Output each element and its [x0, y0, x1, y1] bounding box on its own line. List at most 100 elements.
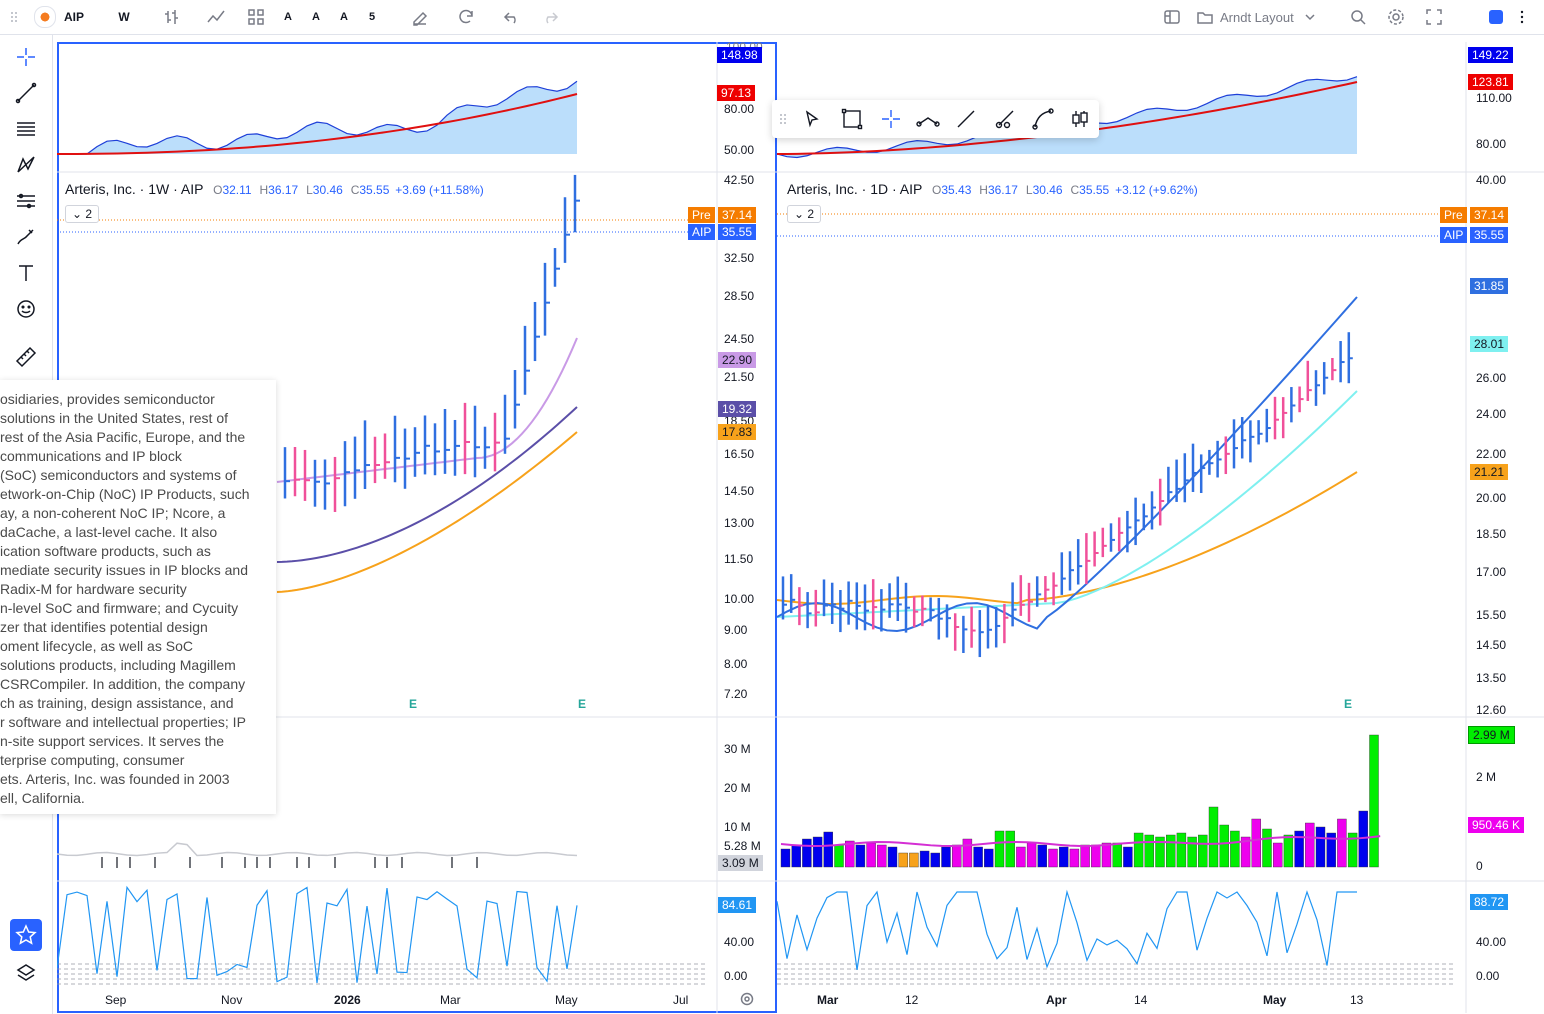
volume-bar	[855, 844, 866, 868]
alert-a2-button[interactable]: A	[312, 11, 320, 23]
measure-tool[interactable]	[10, 341, 42, 373]
indicators-icon	[207, 10, 225, 23]
pattern-tool[interactable]	[10, 149, 42, 181]
axis-label: 0.00	[724, 969, 748, 983]
object-tree-button[interactable]	[10, 957, 42, 989]
volume-bar	[1166, 834, 1176, 868]
drawing-button[interactable]	[408, 0, 432, 34]
candlestick-icon	[1072, 111, 1088, 127]
volume-bar	[1198, 834, 1208, 868]
redo-button[interactable]	[538, 0, 562, 34]
settings-button[interactable]	[1384, 0, 1408, 34]
rs-line-tag: 149.22	[1468, 47, 1513, 63]
cursor-tool[interactable]	[796, 103, 828, 135]
axis-label: 10 M	[724, 820, 751, 834]
bar-style-button[interactable]	[160, 0, 184, 34]
earnings-marker[interactable]: E	[1344, 697, 1353, 711]
volume-bar	[1369, 734, 1379, 868]
weekly-chart-canvas[interactable]	[57, 42, 777, 1013]
layout-select-button[interactable]	[1160, 0, 1184, 34]
high-value: 36.17	[987, 183, 1018, 197]
crosshair-tool[interactable]	[875, 103, 907, 135]
volume-ma-line	[57, 842, 578, 857]
volume-bar	[941, 846, 951, 868]
premarket-price-tag: 37.14	[1470, 207, 1509, 223]
time-axis-label: Jul	[673, 993, 689, 1007]
company-description-tooltip: osidiaries, provides semiconductor solut…	[0, 380, 276, 814]
volume-bar	[1294, 830, 1304, 868]
trendline-tool[interactable]	[10, 77, 42, 109]
interval-button[interactable]: W	[118, 10, 130, 24]
line-tool[interactable]	[950, 103, 982, 135]
fib-tool[interactable]	[10, 113, 42, 145]
description-line: (SoC) semiconductors and systems of	[0, 467, 237, 483]
oscillator-tag: 88.72	[1470, 894, 1509, 910]
rectangle-icon	[841, 108, 863, 130]
volume-bar	[823, 831, 833, 868]
earnings-marker[interactable]: E	[578, 697, 587, 711]
close-label: C	[350, 183, 360, 197]
indicators-button[interactable]	[204, 0, 228, 34]
preset-5-button[interactable]: 5	[368, 11, 376, 23]
daily-title: Arteris, Inc. · 1D · AIP	[787, 181, 923, 197]
description-line: zer that identifies potential design	[0, 619, 208, 635]
daily-indicators-collapse[interactable]: ⌄ 2	[787, 205, 822, 223]
quick-search-button[interactable]	[1346, 0, 1370, 34]
volume-bar	[984, 848, 994, 868]
ma-purple-line	[276, 406, 578, 563]
axis-label: 2 M	[1476, 770, 1497, 784]
close-label: C	[1070, 183, 1080, 197]
daily-legend: Arteris, Inc. · 1D · AIP O35.43 H36.17 L…	[787, 181, 1198, 197]
volume-bar	[1347, 832, 1358, 868]
curve-tool[interactable]	[1027, 103, 1059, 135]
volume-bar	[1005, 830, 1015, 868]
brush-icon	[17, 229, 34, 245]
layout-name-button[interactable]: Arndt Layout	[1196, 0, 1332, 34]
volume-bar	[791, 844, 801, 868]
alert-a3-button[interactable]: A	[340, 11, 348, 23]
bars-pattern-tool[interactable]	[1064, 103, 1096, 135]
undo-button[interactable]	[500, 0, 524, 34]
symbol-search-button[interactable]: AIP	[30, 0, 90, 34]
replay-button[interactable]	[454, 0, 478, 34]
text-tool[interactable]	[10, 257, 42, 289]
line-icon	[957, 110, 975, 128]
floating-toolbar-handle[interactable]	[772, 103, 794, 135]
pattern-icon	[17, 156, 35, 173]
axis-label: 18.50	[1476, 527, 1507, 541]
watchlist-star-button[interactable]	[10, 919, 42, 951]
alert-a1-button[interactable]: A	[284, 11, 292, 23]
volume-bar	[877, 844, 887, 868]
rs-moving-average	[57, 93, 578, 155]
axis-label: 21.50	[724, 370, 755, 384]
volume-bar	[1187, 836, 1197, 868]
time-axis-settings-button[interactable]	[738, 990, 756, 1008]
snapshot-button[interactable]	[1484, 0, 1508, 34]
volume-bar	[802, 838, 812, 868]
more-menu-button[interactable]	[1514, 0, 1530, 34]
volume-tag: 2.99 M	[1468, 726, 1515, 744]
ray-tool[interactable]	[989, 103, 1021, 135]
fullscreen-button[interactable]	[1422, 0, 1446, 34]
emoji-tool[interactable]	[10, 293, 42, 325]
rectangle-tool[interactable]	[836, 103, 868, 135]
drag-handle-icon[interactable]	[4, 0, 24, 34]
projection-tool[interactable]	[10, 185, 42, 217]
rs-area	[57, 81, 577, 154]
description-line: ay, a non-coherent NoC IP; Ncore, a	[0, 505, 226, 521]
volume-bar	[812, 836, 823, 868]
volume-bar	[1069, 848, 1080, 868]
oscillator-line	[777, 889, 1357, 971]
crosshair-tool[interactable]	[10, 41, 42, 73]
floating-drawing-toolbar	[772, 100, 1099, 138]
daily-chart-canvas[interactable]	[777, 42, 1544, 1013]
description-line: oment lifecycle, as well as SoC	[0, 638, 193, 654]
templates-button[interactable]	[244, 0, 268, 34]
earnings-marker[interactable]: E	[409, 697, 418, 711]
path-tool[interactable]	[912, 103, 944, 135]
symbol-label-tag: AIP	[688, 224, 716, 240]
volume-bar	[962, 838, 973, 868]
description-line: ication software products, such as	[0, 543, 211, 559]
weekly-indicators-collapse[interactable]: ⌄ 2	[65, 205, 100, 223]
brush-tool[interactable]	[10, 221, 42, 253]
